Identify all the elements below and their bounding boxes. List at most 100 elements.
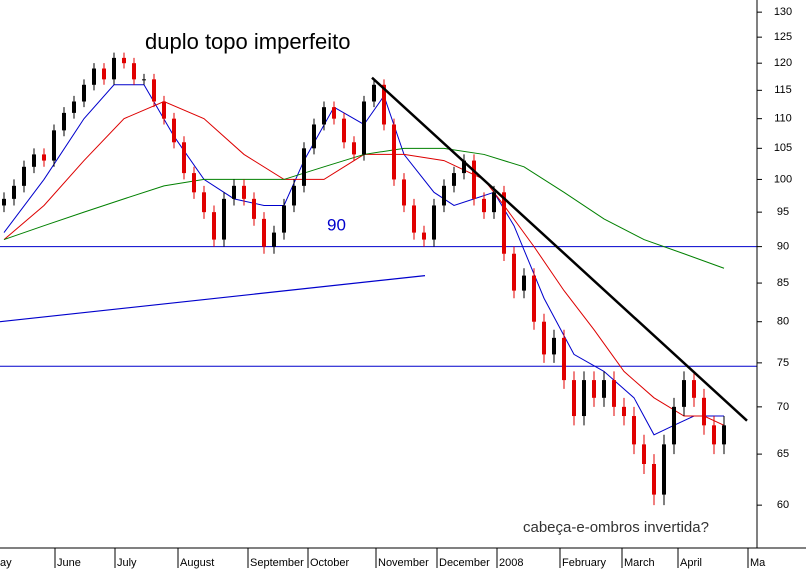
candle-body <box>282 205 286 233</box>
x-tick-label: June <box>57 557 81 569</box>
candle-body <box>182 142 186 174</box>
y-tick-label: 60 <box>777 499 789 511</box>
y-tick-label: 130 <box>774 6 792 18</box>
y-tick-label: 65 <box>777 448 789 460</box>
candle-body <box>532 275 536 322</box>
candle-body <box>452 173 456 186</box>
candle-body <box>42 154 46 161</box>
plot-area <box>0 52 757 506</box>
chart-title: duplo topo imperfeito <box>145 29 350 54</box>
x-tick-label: 2008 <box>499 557 523 569</box>
candle-body <box>162 101 166 119</box>
x-tick-label: December <box>439 557 490 569</box>
candle-body <box>582 380 586 417</box>
candle-body <box>432 205 436 240</box>
candle-body <box>702 397 706 426</box>
y-tick-label: 75 <box>777 357 789 369</box>
candle-body <box>22 166 26 186</box>
candle-body <box>602 380 606 398</box>
candle-body <box>492 192 496 213</box>
candle-body <box>402 179 406 206</box>
candle-body <box>32 154 36 167</box>
candle-body <box>242 185 246 199</box>
candle-body <box>102 68 106 80</box>
candle-body <box>692 380 696 398</box>
candle-body <box>422 232 426 240</box>
y-tick-label: 95 <box>777 206 789 218</box>
candle-body <box>212 212 216 240</box>
x-tick-label: March <box>624 557 655 569</box>
candle-body <box>342 118 346 143</box>
x-tick-label: ay <box>0 557 12 569</box>
moving-average <box>3 147 725 269</box>
candle-body <box>652 463 656 495</box>
candle-body <box>272 232 276 247</box>
candle-body <box>542 321 546 355</box>
candle-body <box>62 112 66 131</box>
y-tick-label: 90 <box>777 241 789 253</box>
candle-body <box>712 425 716 445</box>
candle-body <box>442 185 446 206</box>
candle-body <box>312 124 316 149</box>
candle-body <box>642 444 646 464</box>
y-tick-label: 80 <box>777 316 789 328</box>
candle-body <box>92 68 96 85</box>
trend-line <box>0 275 426 323</box>
candle-body <box>302 148 306 186</box>
y-tick-label: 125 <box>774 31 792 43</box>
candle-body <box>122 57 126 64</box>
x-tick-label: October <box>310 557 349 569</box>
candle-body <box>412 205 416 233</box>
candle-body <box>292 185 296 206</box>
candle-body <box>362 101 366 155</box>
y-tick-label: 100 <box>774 173 792 185</box>
candle-body <box>202 192 206 213</box>
candle-body <box>262 218 266 247</box>
candle-body <box>372 84 376 102</box>
x-tick-label: August <box>180 557 214 569</box>
x-tick-label: February <box>562 557 607 569</box>
candle-body <box>352 142 356 155</box>
y-tick-label: 120 <box>774 57 792 69</box>
y-tick-label: 70 <box>777 401 789 413</box>
candle-body <box>82 84 86 102</box>
candle-body <box>662 444 666 495</box>
y-tick-label: 85 <box>777 277 789 289</box>
candle-body <box>562 337 566 381</box>
candle-body <box>592 380 596 398</box>
candle-body <box>572 380 576 417</box>
candle-body <box>192 173 196 193</box>
candle-body <box>172 118 176 143</box>
x-tick-label: April <box>680 557 702 569</box>
candle-body <box>232 185 236 199</box>
candle-body <box>512 253 516 291</box>
candle-body <box>222 198 226 240</box>
x-tick-label: July <box>117 557 137 569</box>
y-tick-label: 105 <box>774 142 792 154</box>
candle-body <box>622 406 626 417</box>
candle-body <box>482 198 486 213</box>
candle-body <box>472 160 476 199</box>
candle-body <box>682 380 686 407</box>
candle-body <box>52 130 56 161</box>
y-tick-label: 115 <box>774 84 792 96</box>
candle-body <box>722 425 726 445</box>
annotation: cabeça-e-ombros invertida? <box>523 519 709 536</box>
candle-body <box>502 192 506 254</box>
candle-body <box>522 275 526 291</box>
candle-body <box>552 337 556 355</box>
moving-average <box>3 100 725 426</box>
candle-body <box>12 185 16 199</box>
candle-body <box>612 380 616 407</box>
candle-body <box>152 79 156 102</box>
x-tick-label: Ma <box>750 557 766 569</box>
x-tick-label: November <box>378 557 429 569</box>
y-tick-label: 110 <box>774 113 792 125</box>
candle-body <box>252 198 256 219</box>
candle-body <box>2 198 6 206</box>
candle-body <box>392 124 396 180</box>
x-tick-label: September <box>250 557 304 569</box>
candle-body <box>72 101 76 113</box>
candle-body <box>632 416 636 445</box>
